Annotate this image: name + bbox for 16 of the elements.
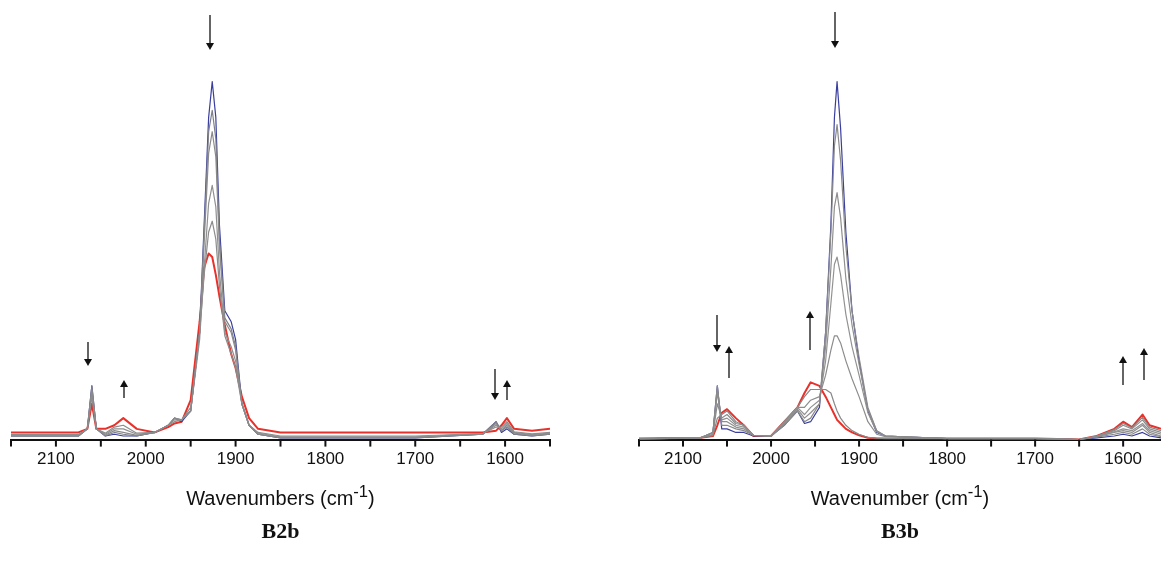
x-tick-label: 2100 xyxy=(37,449,75,469)
x-tick-label: 1600 xyxy=(1104,449,1143,469)
x-tick-label: 1600 xyxy=(486,449,524,469)
x-axis-title: Wavenumber (cm$^{-1}$) xyxy=(809,482,991,510)
text: B2b xyxy=(260,518,301,544)
x-tick-label: 1700 xyxy=(396,449,435,469)
x-tick-label: 1900 xyxy=(216,449,255,469)
x-axis-title: Wavenumbers (cm$^{-1}$) xyxy=(185,482,376,510)
x-tick-label: 1800 xyxy=(306,449,345,469)
x-tick-label: 2000 xyxy=(126,449,165,469)
x-tick-label: 1700 xyxy=(1016,449,1055,469)
x-tick-label: 1800 xyxy=(928,449,967,469)
x-tick-label: 2100 xyxy=(664,449,702,469)
x-tick-label: 2000 xyxy=(752,449,790,469)
text: B3b xyxy=(880,518,920,544)
x-tick-label: 1900 xyxy=(840,449,878,469)
